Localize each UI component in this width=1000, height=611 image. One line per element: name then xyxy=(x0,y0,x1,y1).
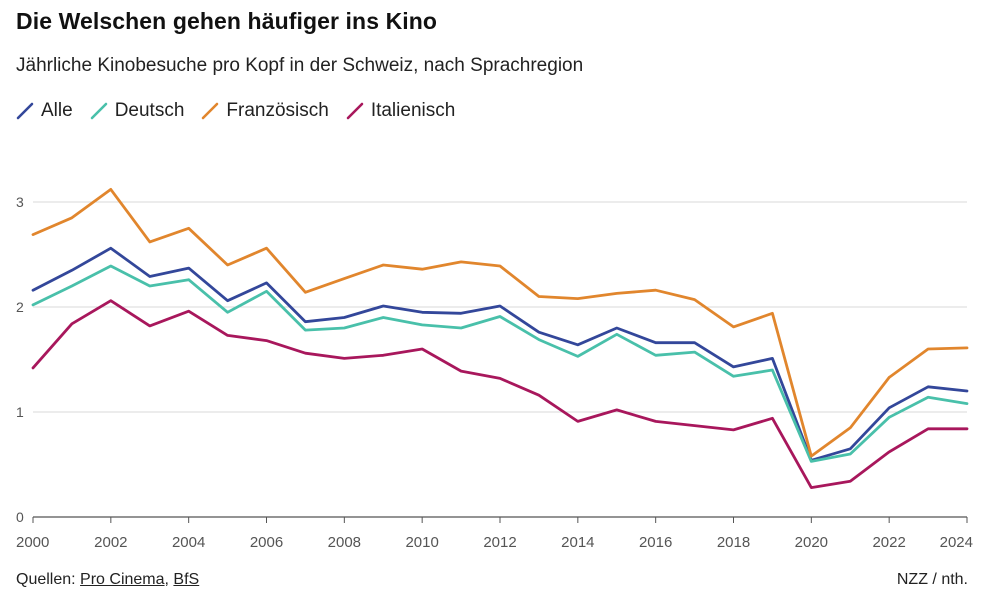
legend-swatch-franzoesisch-icon xyxy=(202,102,219,120)
x-tick-label-2006: 2006 xyxy=(250,534,283,551)
y-tick-label-3: 3 xyxy=(16,194,24,210)
x-tick-label-2014: 2014 xyxy=(561,534,594,551)
x-tick-label-2022: 2022 xyxy=(872,534,905,551)
x-tick-label-2024: 2024 xyxy=(940,534,973,551)
x-tick-label-2008: 2008 xyxy=(328,534,361,551)
legend-label-deutsch: Deutsch xyxy=(114,100,185,121)
x-tick-label-2000: 2000 xyxy=(16,534,49,551)
x-tick-label-2012: 2012 xyxy=(483,534,516,551)
source-link-pro-cinema[interactable]: Pro Cinema xyxy=(80,571,165,588)
legend-item-franzoesisch: Französisch xyxy=(201,100,329,122)
x-tick-label-2018: 2018 xyxy=(717,534,750,551)
credit: NZZ / nth. xyxy=(896,571,968,588)
sources-prefix: Quellen: xyxy=(16,571,76,588)
legend: Alle Deutsch Französisch Italienisch xyxy=(16,100,472,122)
legend-item-alle: Alle xyxy=(16,100,73,122)
source-link-bfs[interactable]: BfS xyxy=(173,571,200,588)
x-tick-label-2016: 2016 xyxy=(639,534,672,551)
legend-label-franzoesisch: Französisch xyxy=(226,100,329,121)
legend-item-italienisch: Italienisch xyxy=(346,100,456,122)
series-line-deutsch xyxy=(31,264,969,463)
legend-label-italienisch: Italienisch xyxy=(370,100,456,121)
axis-layer: 0 1 2 3 2000 2002 2004 2006 2008 2010 2012 2014 2016… xyxy=(16,194,973,551)
x-tick-label-2020: 2020 xyxy=(795,534,828,551)
series-line-italienisch xyxy=(31,299,969,490)
y-tick-label-0: 0 xyxy=(16,509,24,525)
x-tick-label-2010: 2010 xyxy=(405,534,438,551)
sources-note: Quellen: Pro Cinema, BfS xyxy=(16,571,199,589)
x-tick-label-2002: 2002 xyxy=(94,534,127,551)
chart-subtitle: Jährliche Kinobesuche pro Kopf in der Sc… xyxy=(16,55,584,76)
legend-item-deutsch: Deutsch xyxy=(90,100,185,122)
sources-separator: , xyxy=(164,571,174,588)
chart-title: Die Welschen gehen häufiger ins Kino xyxy=(16,8,438,34)
legend-label-alle: Alle xyxy=(41,100,73,121)
series-layer xyxy=(31,187,969,490)
series-line-franzsisch xyxy=(31,187,969,458)
legend-swatch-deutsch-icon xyxy=(90,102,107,120)
series-line-alle xyxy=(31,246,969,462)
y-tick-label-2: 2 xyxy=(16,299,24,315)
x-tick-label-2004: 2004 xyxy=(172,534,205,551)
legend-swatch-italienisch-icon xyxy=(346,102,364,120)
y-tick-label-1: 1 xyxy=(16,404,24,420)
legend-swatch-alle-icon xyxy=(16,102,34,120)
